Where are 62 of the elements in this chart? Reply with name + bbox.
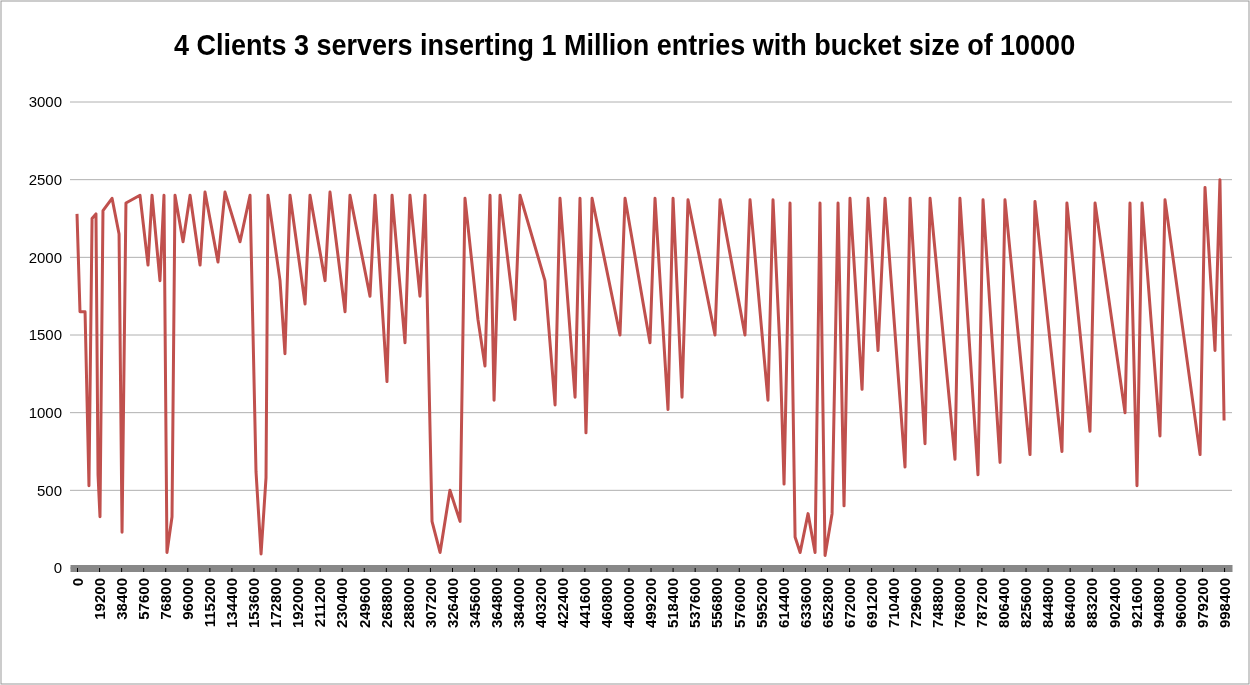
x-tick-label: 38400 [112, 578, 130, 620]
line-series [75, 178, 1226, 558]
x-tick-label: 614400 [774, 578, 792, 629]
y-tick-label: 500 [36, 481, 62, 499]
x-tick-label: 480000 [620, 578, 638, 629]
x-tick-label: 921600 [1127, 578, 1145, 629]
x-tick-label: 134400 [223, 578, 241, 629]
x-tick-label: 364800 [487, 578, 505, 629]
x-tick-label: 633600 [796, 578, 814, 629]
x-tick-label: 979200 [1193, 578, 1211, 629]
y-tick-label: 2500 [28, 170, 62, 188]
x-tick-label: 883200 [1083, 578, 1101, 629]
x-tick-label: 172800 [267, 578, 285, 629]
x-tick-label: 0 [68, 578, 86, 587]
x-tick-label: 115200 [201, 578, 219, 628]
x-tick-label: 153600 [245, 578, 263, 629]
x-tick-label: 518400 [664, 578, 682, 629]
y-tick-label: 3000 [28, 93, 62, 111]
x-tick-label: 998400 [1215, 578, 1233, 629]
x-tick-label: 211200 [311, 578, 329, 628]
chart-title: 4 Clients 3 servers inserting 1 Million entries with bucket size of 10000 [174, 27, 1076, 62]
x-tick-label: 499200 [642, 578, 660, 629]
x-tick-label: 672000 [840, 578, 858, 629]
x-tick-label: 825600 [1017, 578, 1035, 629]
x-tick-label: 844800 [1039, 578, 1057, 629]
y-tick-label: 1000 [28, 403, 62, 421]
x-tick-label: 652800 [818, 578, 836, 629]
x-tick-label: 249600 [355, 578, 373, 629]
x-tick-label: 691200 [862, 578, 880, 629]
x-tick-label: 768000 [951, 578, 969, 629]
x-tick-label: 595200 [752, 578, 770, 629]
x-tick-label: 460800 [598, 578, 616, 629]
x-tick-label: 192000 [289, 578, 307, 629]
x-tick-label: 76800 [156, 578, 174, 620]
y-tick-label: 1500 [28, 326, 62, 344]
x-tick-label: 902400 [1105, 578, 1123, 629]
x-tick-label: 787200 [973, 578, 991, 629]
x-tick-label: 345600 [465, 578, 483, 629]
x-tick-label: 230400 [333, 578, 351, 629]
x-tick-label: 268800 [377, 578, 395, 629]
x-tick-label: 288000 [399, 578, 417, 629]
x-tick-label: 748800 [929, 578, 947, 629]
x-tick-label: 307200 [421, 578, 439, 629]
x-tick-label: 710400 [884, 578, 902, 629]
x-tick-label: 441600 [576, 578, 594, 629]
x-tick-label: 576000 [730, 578, 748, 629]
y-tick-label: 2000 [28, 248, 62, 266]
x-tick-label: 960000 [1171, 578, 1189, 629]
x-tick-label: 422400 [554, 578, 572, 629]
x-tick-label: 326400 [443, 578, 461, 629]
x-tick-label: 57600 [134, 578, 152, 620]
x-tick-label: 96000 [179, 578, 197, 620]
x-tick-label: 729600 [907, 578, 924, 629]
x-tick-label: 556800 [708, 578, 726, 629]
x-tick-label: 940800 [1149, 578, 1167, 629]
x-tick-label: 537600 [686, 578, 704, 629]
x-tick-label: 19200 [90, 578, 108, 620]
y-tick-label: 0 [53, 559, 62, 577]
x-tick-label: 384000 [509, 578, 527, 629]
x-tick-label: 403200 [532, 578, 549, 629]
x-tick-label: 806400 [995, 578, 1013, 629]
x-tick-label: 864000 [1061, 578, 1079, 629]
